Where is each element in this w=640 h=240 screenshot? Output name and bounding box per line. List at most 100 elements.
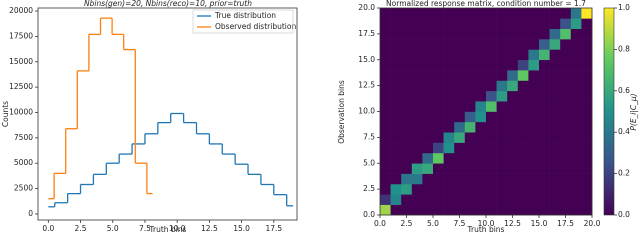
heatmap-cell bbox=[380, 111, 391, 123]
heatmap-cell bbox=[528, 173, 540, 185]
heatmap-cell bbox=[401, 194, 413, 205]
heatmap-cell bbox=[496, 173, 508, 185]
heatmap-cell bbox=[443, 80, 455, 92]
heatmap-cell bbox=[454, 121, 466, 133]
heatmap-cell bbox=[528, 28, 540, 40]
heatmap-cell bbox=[401, 183, 413, 195]
heatmap-cell bbox=[380, 194, 391, 205]
heatmap-cell bbox=[380, 132, 391, 143]
heatmap-cell bbox=[390, 18, 402, 29]
heatmap-cell bbox=[581, 204, 593, 216]
x-tick-label: 0.0 bbox=[42, 224, 54, 233]
heatmap-cell bbox=[507, 28, 519, 40]
heatmap-cell bbox=[528, 80, 540, 92]
heatmap-cell bbox=[475, 70, 487, 81]
heatmap-cell bbox=[507, 80, 519, 92]
heatmap-cell bbox=[496, 28, 508, 40]
heatmap-cell bbox=[464, 132, 476, 143]
heatmap-cell bbox=[380, 8, 391, 19]
heatmap-cell bbox=[570, 59, 582, 71]
heatmap-cell bbox=[539, 111, 550, 123]
heatmap-cell bbox=[464, 183, 476, 195]
heatmap-cell bbox=[443, 121, 455, 133]
heatmap-cell bbox=[560, 101, 572, 112]
heatmap-cell bbox=[454, 39, 466, 50]
heatmap-cell bbox=[401, 204, 413, 216]
heatmap-cell bbox=[507, 132, 519, 143]
heatmap-cell bbox=[560, 173, 572, 185]
heatmap-cell bbox=[581, 90, 593, 102]
heatmap-cell bbox=[507, 142, 519, 154]
heatmap-cell bbox=[507, 18, 519, 29]
heatmap-cell bbox=[390, 152, 402, 164]
heatmap-cell bbox=[517, 121, 529, 133]
heatmap-cell bbox=[390, 183, 402, 195]
heatmap-cell bbox=[539, 194, 550, 205]
heatmap-cell bbox=[539, 101, 550, 112]
heatmap-cell bbox=[443, 173, 455, 185]
heatmap-cell bbox=[570, 163, 582, 174]
heatmap-cell bbox=[380, 121, 391, 133]
heatmap-cell bbox=[570, 8, 582, 19]
heatmap-cell bbox=[390, 132, 402, 143]
heatmap-cell bbox=[401, 163, 413, 174]
heatmap-cell bbox=[411, 18, 423, 29]
heatmap-cell bbox=[390, 163, 402, 174]
heatmap-cell bbox=[433, 8, 444, 19]
heatmap-cell bbox=[507, 59, 519, 71]
heatmap-cell bbox=[380, 80, 391, 92]
heatmap-cell bbox=[496, 121, 508, 133]
heatmap-cell bbox=[464, 59, 476, 71]
heatmap-cell bbox=[486, 163, 497, 174]
heatmap-cell bbox=[496, 18, 508, 29]
colorbar-label: P(E_i|C_μ) bbox=[629, 93, 638, 130]
heatmap-cell bbox=[464, 8, 476, 19]
heatmap-cell bbox=[401, 39, 413, 50]
heatmap-cell bbox=[539, 49, 550, 61]
heatmap-cell bbox=[581, 49, 593, 61]
heatmap-cell bbox=[401, 18, 413, 29]
heatmap-cell bbox=[539, 18, 550, 29]
heatmap-cell bbox=[539, 152, 550, 164]
heatmap-cell bbox=[390, 111, 402, 123]
heatmap-cell bbox=[422, 8, 434, 19]
heatmap-cell bbox=[560, 59, 572, 71]
heatmap-cell bbox=[560, 70, 572, 81]
heatmap-cell bbox=[411, 101, 423, 112]
heatmap-cell bbox=[507, 183, 519, 195]
heatmap-cell bbox=[496, 142, 508, 154]
heatmap-cell bbox=[475, 173, 487, 185]
heatmap-cell bbox=[433, 152, 444, 164]
heatmap-cell bbox=[507, 101, 519, 112]
heatmap-cell bbox=[475, 142, 487, 154]
heatmap-cell bbox=[443, 111, 455, 123]
heatmap-cell bbox=[380, 152, 391, 164]
heatmap-cell bbox=[581, 111, 593, 123]
heatmap-cell bbox=[422, 163, 434, 174]
heatmap-cell bbox=[486, 132, 497, 143]
heatmap-cell bbox=[422, 101, 434, 112]
heatmap-cell bbox=[496, 111, 508, 123]
heatmap-cell bbox=[443, 152, 455, 164]
legend-label: True distribution bbox=[214, 11, 276, 20]
heatmap-cell bbox=[507, 204, 519, 216]
heatmap-cell bbox=[528, 183, 540, 195]
heatmap-cell bbox=[475, 101, 487, 112]
heatmap-cell bbox=[401, 70, 413, 81]
heatmap-cell bbox=[433, 121, 444, 133]
heatmap-cell bbox=[570, 49, 582, 61]
x-tick-label: 5.0 bbox=[107, 224, 119, 233]
heatmap-cell bbox=[528, 101, 540, 112]
heatmap-cell bbox=[507, 70, 519, 81]
heatmap-cell bbox=[486, 204, 497, 216]
heatmap-cell bbox=[517, 80, 529, 92]
heatmap-cell bbox=[443, 101, 455, 112]
x-tick-label: 2.5 bbox=[75, 224, 87, 233]
heatmap-cell bbox=[422, 28, 434, 40]
heatmap-cell bbox=[475, 163, 487, 174]
heatmap-cell bbox=[539, 28, 550, 40]
heatmap-cell bbox=[549, 101, 561, 112]
heatmap-cell bbox=[560, 18, 572, 29]
heatmap-cell bbox=[390, 121, 402, 133]
heatmap-cell bbox=[390, 59, 402, 71]
